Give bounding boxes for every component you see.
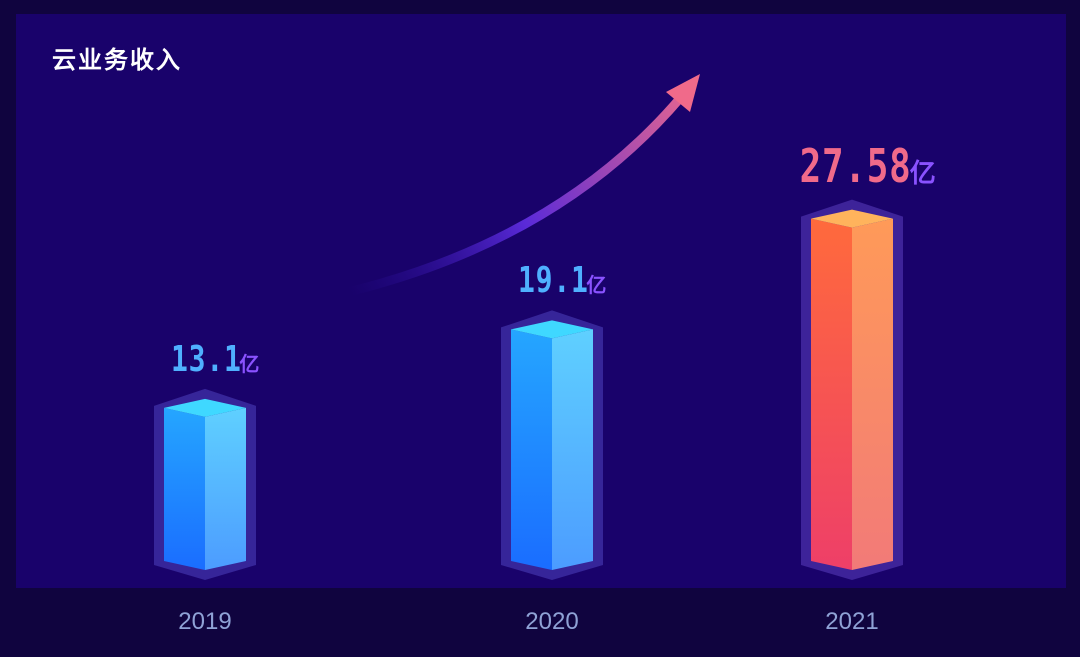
bar-left-face-2019 — [164, 407, 205, 570]
bar-right-face-2021 — [852, 218, 893, 570]
bar-value-unit: 亿 — [586, 273, 607, 298]
bar-value-number: 19.1 — [517, 260, 589, 302]
x-tick-label: 2020 — [525, 608, 579, 635]
bar-top-face-2021 — [811, 209, 893, 228]
x-tick-label: 2019 — [178, 608, 232, 635]
bar-top-face-2019 — [164, 398, 246, 417]
x-tick-label: 2021 — [825, 608, 879, 635]
upward-trend-arrow-icon — [343, 74, 700, 297]
bar-value-unit: 亿 — [909, 158, 936, 189]
bar-value-label: 19.1亿 — [422, 260, 682, 306]
chart-title: 云业务收入 — [52, 46, 182, 74]
bar-left-face-2021 — [811, 218, 852, 570]
bar-top-face-2020 — [511, 320, 593, 339]
bar-value-number: 13.1 — [170, 338, 242, 380]
bar-value-label: 27.58亿 — [722, 140, 982, 200]
bar-value-number: 27.58 — [799, 138, 912, 193]
bar-left-face-2020 — [511, 329, 552, 570]
bar-value-label: 13.1亿 — [75, 339, 335, 385]
bar-right-face-2019 — [205, 407, 246, 570]
bar-value-unit: 亿 — [239, 351, 260, 376]
bar-right-face-2020 — [552, 329, 593, 570]
